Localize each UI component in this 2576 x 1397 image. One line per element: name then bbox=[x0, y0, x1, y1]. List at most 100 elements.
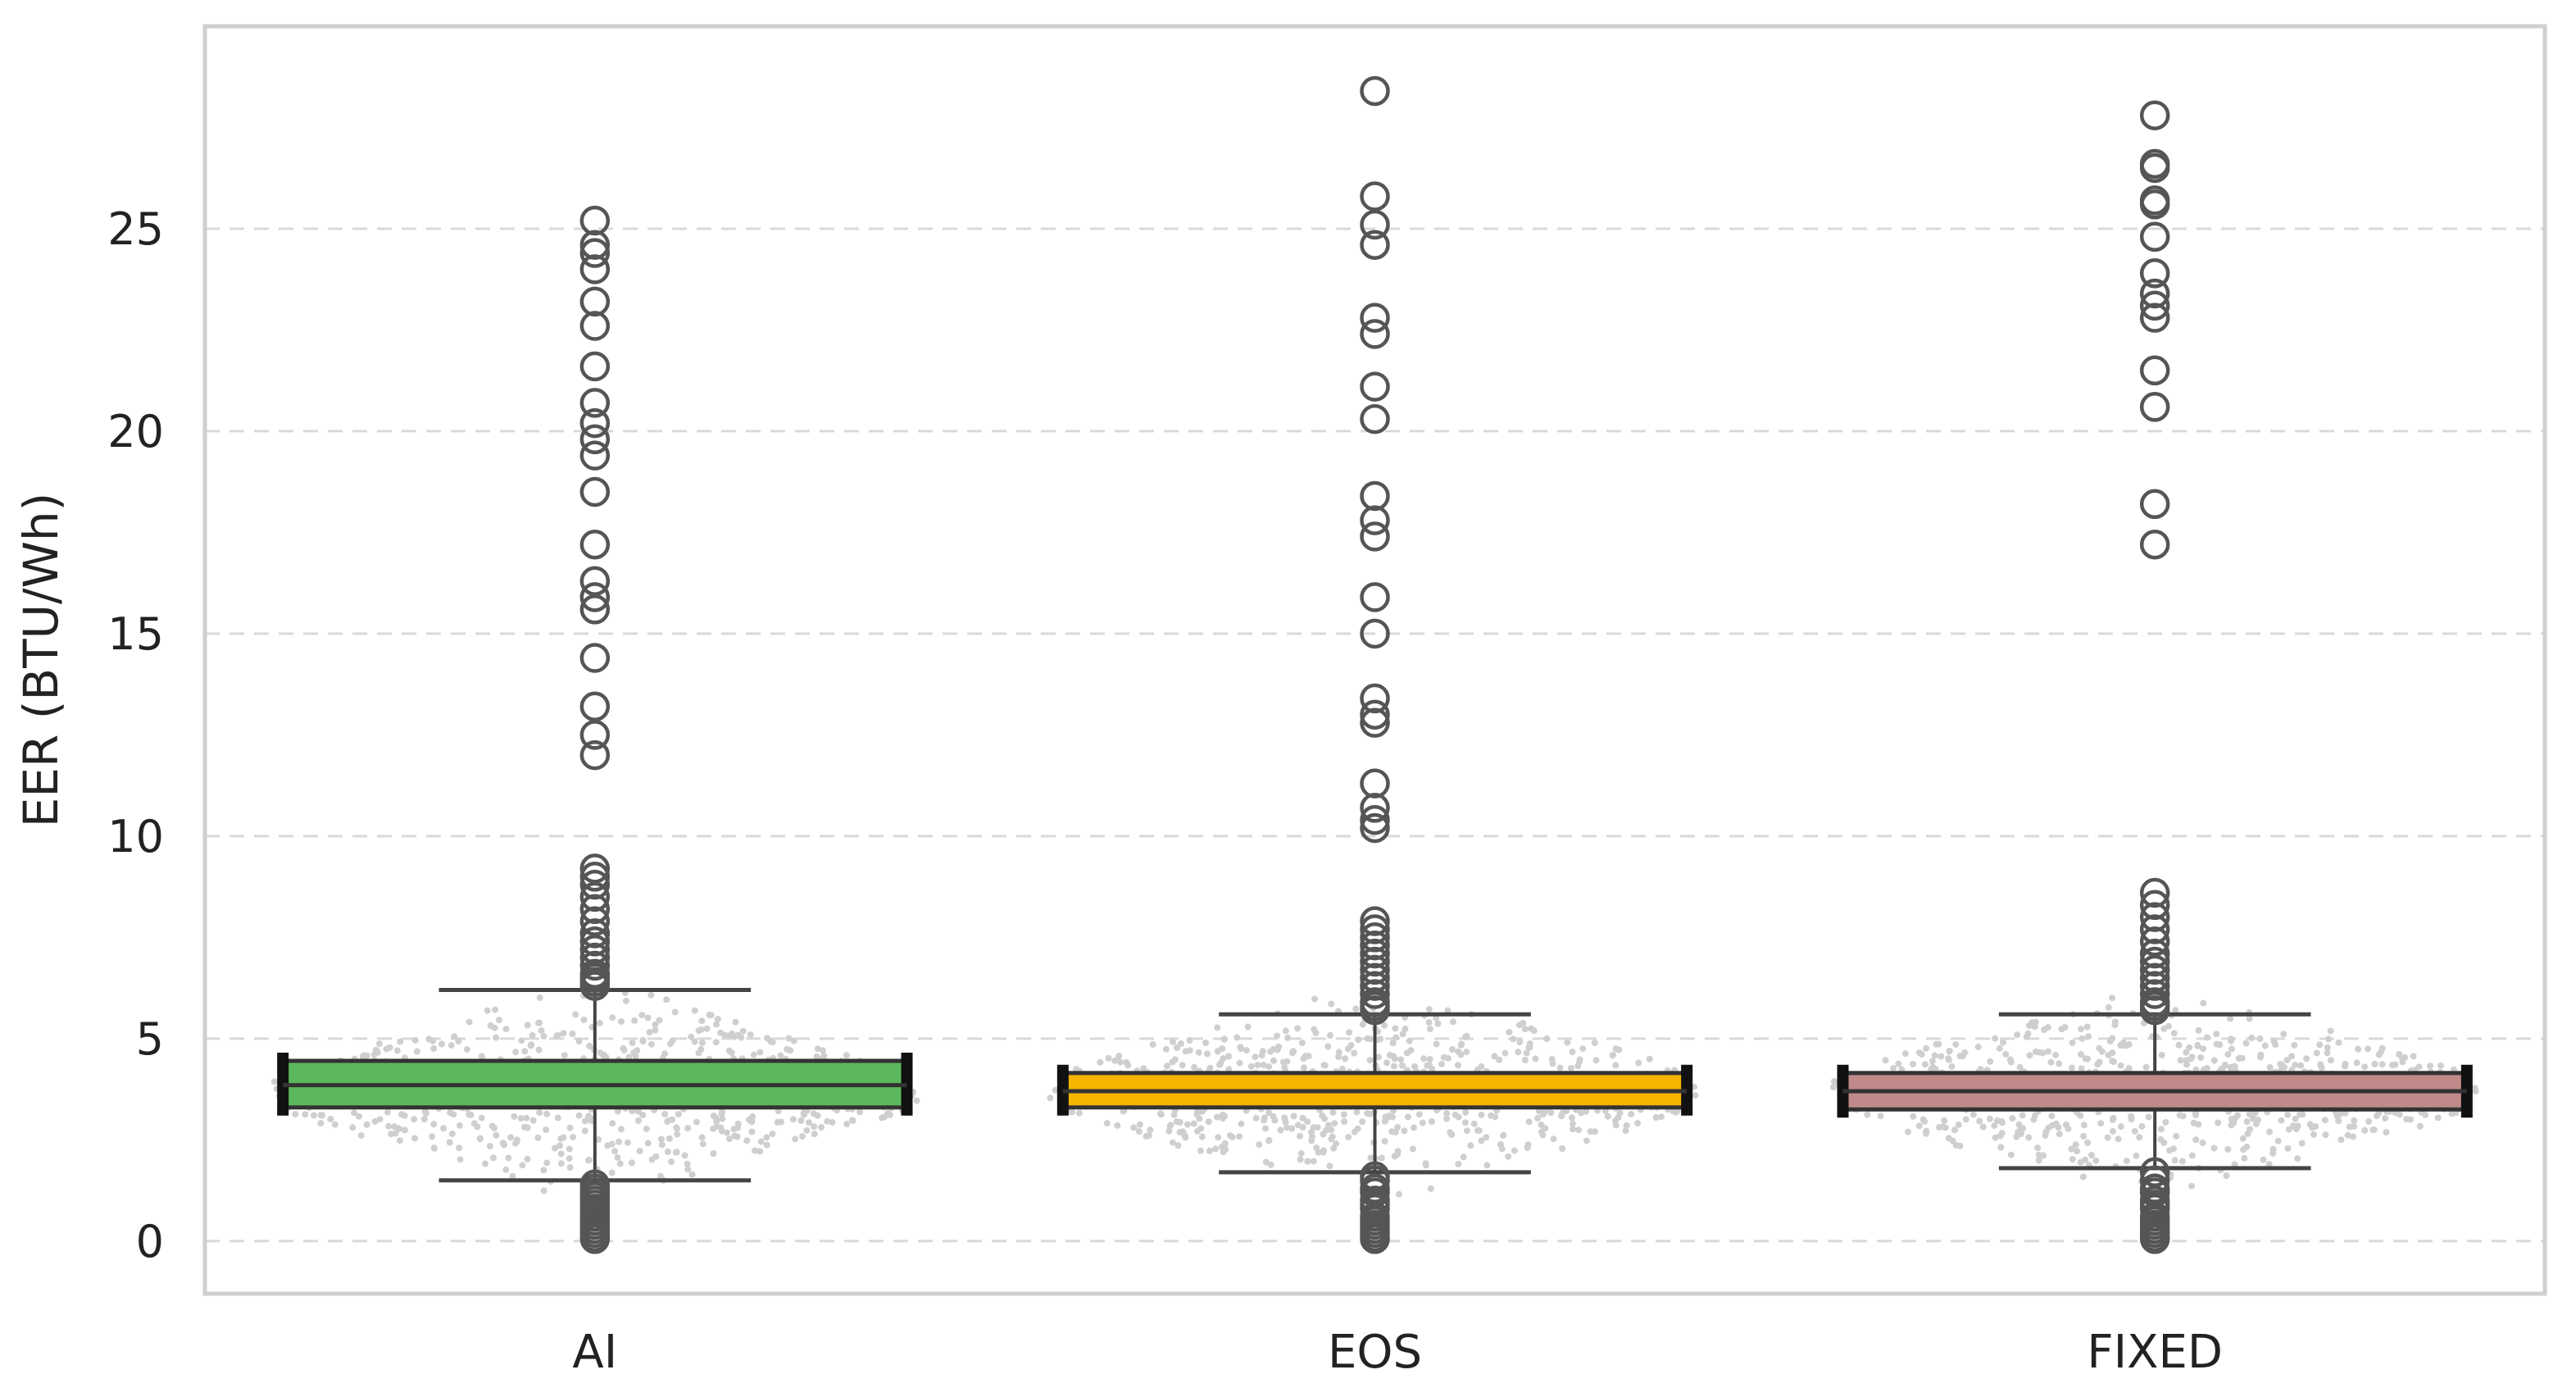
swarm-point bbox=[1449, 1018, 1456, 1026]
swarm-point bbox=[540, 1032, 547, 1040]
swarm-point bbox=[1341, 1118, 1347, 1126]
swarm-point bbox=[536, 994, 543, 1001]
swarm-point bbox=[2096, 1044, 2103, 1052]
swarm-point bbox=[1262, 1158, 1270, 1166]
swarm-point bbox=[707, 1012, 715, 1019]
swarm-point bbox=[411, 1135, 419, 1142]
outlier-point bbox=[579, 254, 611, 284]
swarm-point bbox=[2285, 1126, 2292, 1133]
swarm-point bbox=[1310, 1158, 1317, 1165]
swarm-point bbox=[1938, 1053, 1945, 1060]
swarm-point bbox=[1438, 1060, 1445, 1067]
x-axis-ticks: AI EOS FIXED bbox=[572, 1326, 2223, 1379]
swarm-point bbox=[1463, 1049, 1470, 1056]
swarm-point bbox=[2145, 1113, 2152, 1121]
swarm-point bbox=[1321, 1115, 1328, 1122]
swarm-point bbox=[1515, 1022, 1523, 1029]
swarm-point bbox=[1254, 1062, 1261, 1069]
swarm-point bbox=[2399, 1054, 2406, 1062]
swarm-point bbox=[396, 1137, 403, 1144]
swarm-point bbox=[2009, 1115, 2016, 1122]
swarm-point bbox=[1622, 1127, 1629, 1135]
outlier-point bbox=[579, 205, 611, 236]
swarm-point bbox=[2078, 1065, 2085, 1072]
swarm-point bbox=[1425, 1006, 1433, 1013]
swarm-point bbox=[1103, 1120, 1111, 1127]
swarm-point bbox=[1612, 1062, 1620, 1069]
swarm-point bbox=[752, 1147, 759, 1154]
swarm-point bbox=[1547, 1109, 1555, 1117]
swarm-point bbox=[1261, 1114, 1268, 1122]
swarm-point bbox=[710, 1125, 717, 1132]
swarm-point bbox=[1411, 1124, 1417, 1131]
swarm-point bbox=[2257, 1053, 2264, 1061]
swarm-point bbox=[1115, 1053, 1123, 1060]
swarm-point bbox=[511, 1140, 519, 1147]
swarm-point bbox=[672, 1149, 679, 1156]
swarm-point bbox=[499, 1140, 507, 1147]
outlier-point bbox=[2139, 994, 2170, 1026]
swarm-point bbox=[1478, 1063, 1485, 1070]
swarm-point bbox=[1284, 1034, 1292, 1041]
swarm-point bbox=[1329, 1108, 1337, 1116]
swarm-point bbox=[1521, 1057, 1529, 1063]
swarm-point bbox=[1184, 1121, 1191, 1128]
swarm-point bbox=[1383, 1114, 1391, 1122]
swarm-point bbox=[2242, 1040, 2250, 1047]
swarm-point bbox=[1244, 1023, 1252, 1031]
swarm-point bbox=[1202, 1040, 1210, 1046]
swarm-point bbox=[561, 1052, 568, 1059]
swarm-point bbox=[1986, 1115, 1993, 1122]
swarm-point bbox=[2327, 1027, 2334, 1035]
swarm-point bbox=[2283, 1057, 2291, 1063]
swarm-point bbox=[1559, 1145, 1566, 1152]
swarm-point bbox=[2133, 1152, 2140, 1159]
swarm-point bbox=[688, 1033, 695, 1040]
swarm-point bbox=[2234, 1112, 2241, 1119]
swarm-point bbox=[820, 1052, 828, 1059]
swarm-point bbox=[648, 1156, 656, 1163]
outlier-point bbox=[579, 582, 611, 612]
swarm-point bbox=[1265, 1109, 1273, 1117]
swarm-point bbox=[625, 1053, 633, 1061]
swarm-point bbox=[1256, 1141, 1263, 1149]
swarm-point bbox=[2310, 1131, 2317, 1138]
swarm-point bbox=[1483, 1134, 1490, 1141]
swarm-point bbox=[2316, 1041, 2324, 1049]
swarm-point bbox=[575, 1112, 583, 1119]
swarm-point bbox=[698, 1134, 706, 1141]
swarm-point bbox=[1483, 1162, 1491, 1169]
swarm-point bbox=[319, 1112, 326, 1119]
y-tick-label: 20 bbox=[107, 406, 164, 457]
swarm-point bbox=[681, 1152, 688, 1159]
swarm-point bbox=[879, 1114, 886, 1122]
swarm-point bbox=[438, 1040, 445, 1048]
swarm-point bbox=[1910, 1113, 1917, 1120]
swarm-point bbox=[1426, 1056, 1433, 1063]
swarm-point bbox=[2317, 1061, 2324, 1068]
outlier-point bbox=[1360, 938, 1390, 969]
swarm-point bbox=[1962, 1116, 1969, 1123]
outlier-point bbox=[579, 407, 611, 439]
swarm-point bbox=[1524, 1144, 1531, 1151]
swarm-point bbox=[557, 1142, 564, 1149]
swarm-point bbox=[2136, 1134, 2143, 1141]
swarm-point bbox=[1398, 1062, 1406, 1069]
swarm-point bbox=[1427, 1185, 1434, 1192]
swarm-point bbox=[554, 1114, 561, 1122]
swarm-point bbox=[1406, 1037, 1413, 1044]
swarm-point bbox=[763, 1141, 770, 1149]
swarm-point bbox=[270, 1078, 278, 1085]
swarm-point bbox=[1052, 1086, 1059, 1094]
swarm-point bbox=[502, 1166, 510, 1173]
swarm-point bbox=[1260, 1062, 1267, 1068]
swarm-point bbox=[448, 1131, 456, 1137]
swarm-point bbox=[849, 1117, 856, 1124]
swarm-point bbox=[1214, 1113, 1220, 1121]
swarm-point bbox=[540, 1187, 547, 1195]
swarm-point bbox=[2088, 1152, 2095, 1158]
outlier-point bbox=[579, 942, 611, 973]
swarm-point bbox=[2255, 1117, 2261, 1124]
swarm-point bbox=[684, 1125, 692, 1132]
swarm-point bbox=[803, 1126, 811, 1134]
